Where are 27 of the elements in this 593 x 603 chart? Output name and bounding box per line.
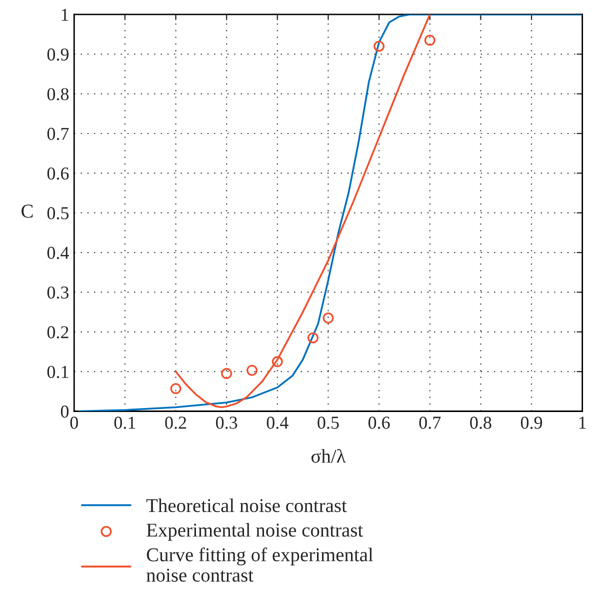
legend-label: Theoretical noise contrast <box>146 498 347 512</box>
x-tick-label: 0.2 <box>165 416 186 429</box>
x-tick-label: 0.7 <box>419 416 441 429</box>
x-tick-label: 0.4 <box>266 416 288 429</box>
y-tick-label: 0.4 <box>47 246 69 260</box>
y-tick-label: 0.5 <box>47 207 69 220</box>
x-tick-label: 1 <box>579 416 586 429</box>
x-tick-label: 0.8 <box>470 416 492 429</box>
x-axis-title: σh/λ <box>311 448 346 463</box>
y-tick-label: 0.2 <box>47 326 68 338</box>
legend-label: Curve fitting of experimental noise contrast <box>146 547 374 582</box>
y-axis-title: C <box>22 204 33 218</box>
y-tick-label: 0.3 <box>47 286 69 299</box>
y-tick-label: 0.8 <box>47 88 69 100</box>
x-tick-label: 0.9 <box>520 416 542 429</box>
x-tick-label: 0.5 <box>318 416 339 429</box>
x-tick-label: 0.3 <box>216 416 238 429</box>
y-tick-label: 0.6 <box>47 167 69 180</box>
y-tick-label: 0.7 <box>47 128 69 140</box>
x-tick-label: 0.6 <box>368 416 390 429</box>
y-tick-label: 0.1 <box>47 366 68 378</box>
x-tick-label: 0 <box>70 416 78 429</box>
y-tick-label: 0.9 <box>47 48 69 61</box>
legend-label: Experimental noise contrast <box>146 523 364 541</box>
y-tick-label: 1 <box>62 8 68 21</box>
y-tick-label: 0 <box>60 406 69 418</box>
x-tick-label: 0.1 <box>114 416 136 429</box>
